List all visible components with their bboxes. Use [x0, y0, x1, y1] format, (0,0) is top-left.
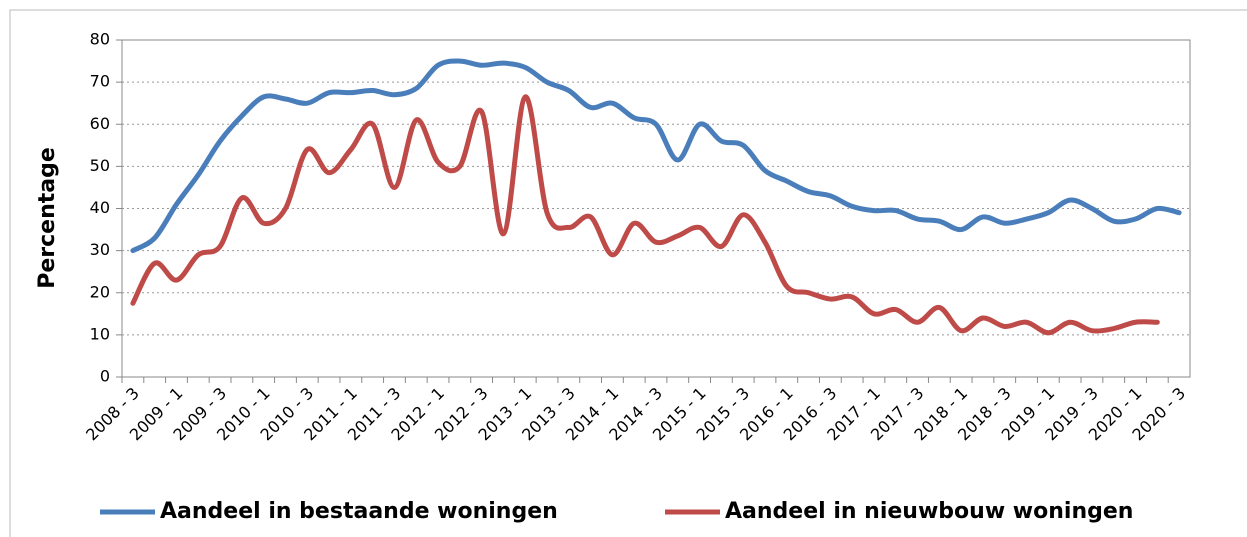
y-tick-label: 60 [90, 114, 110, 133]
legend-label: Aandeel in nieuwbouw woningen [725, 499, 1133, 524]
y-tick-label: 40 [90, 198, 110, 217]
series-line [130, 58, 1182, 254]
frame [9, 9, 1247, 537]
plot-area [121, 39, 1191, 378]
y-tick-label: 10 [90, 324, 110, 343]
y-axis-label: Percentage [35, 147, 60, 289]
y-tick-label: 70 [90, 72, 110, 91]
y-tick-label: 20 [90, 282, 110, 301]
y-tick-label: 30 [90, 240, 110, 259]
y-tick-label: 0 [100, 367, 110, 386]
y-tick-label: 50 [90, 156, 110, 175]
y-tick-label: 80 [90, 30, 110, 49]
legend-label: Aandeel in bestaande woningen [160, 499, 558, 524]
series-line [130, 94, 1160, 336]
